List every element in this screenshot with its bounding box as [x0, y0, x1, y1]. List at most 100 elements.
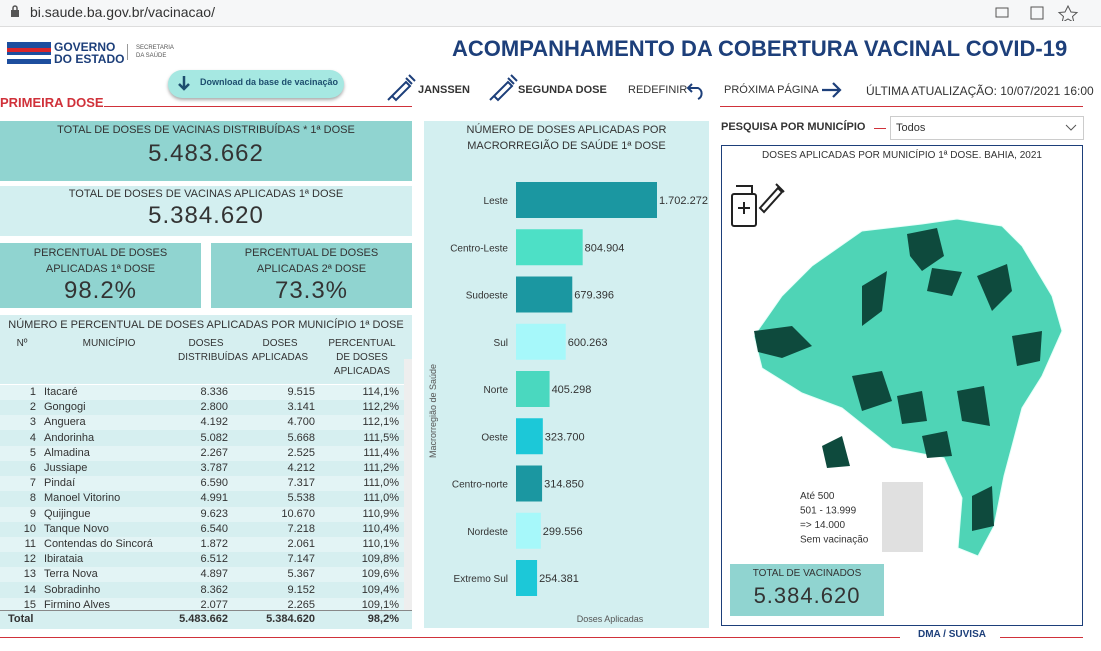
- syringe-icon: [489, 74, 518, 102]
- nav-redefinir[interactable]: REDEFINIR: [628, 84, 688, 96]
- column-header: PERCENTUAL DE DOSES APLICADAS: [328, 338, 396, 377]
- download-button[interactable]: Download da base de vacinação: [168, 70, 344, 98]
- legend-box: [882, 482, 923, 552]
- table-cell: Terra Nova: [44, 568, 98, 581]
- last-update: ÚLTIMA ATUALIZAÇÃO: 10/07/2021 16:00: [866, 84, 1094, 98]
- next-icon: [822, 82, 842, 98]
- table-cell: Almadina: [44, 446, 90, 459]
- legend-label: Sem vacinação: [800, 535, 869, 546]
- url[interactable]: bi.saude.ba.gov.br/vacinacao/: [30, 4, 215, 20]
- bar: [516, 229, 583, 266]
- table-cell: 8: [29, 492, 36, 505]
- table-cell: Tanque Novo: [44, 522, 109, 535]
- municipality-dropdown[interactable]: Todos: [890, 116, 1084, 140]
- table-cell: 110,4%: [362, 522, 400, 535]
- table-cell: 6.590: [200, 477, 228, 490]
- table-cell: 4: [29, 431, 36, 444]
- value-label: 1.702.272: [659, 195, 708, 207]
- nav-segunda-dose[interactable]: SEGUNDA DOSE: [518, 84, 607, 96]
- nav-proxima-pagina[interactable]: PRÓXIMA PÁGINA: [724, 84, 819, 96]
- row-stripe: [0, 567, 404, 583]
- kpi-card: TOTAL DE DOSES DE VACINAS APLICADAS 1ª D…: [0, 186, 412, 236]
- total-card: TOTAL DE VACINADOS 5.384.620: [730, 564, 884, 616]
- table-cell: 13: [23, 568, 36, 581]
- table-cell: 2.800: [200, 401, 228, 414]
- nav-janssen[interactable]: JANSSEN: [418, 84, 470, 96]
- row-stripe: [0, 537, 404, 552]
- table-cell: 9.515: [287, 386, 315, 398]
- bar: [516, 371, 550, 407]
- category-label: Centro-norte: [452, 480, 509, 491]
- table-cell: 5.367: [287, 568, 315, 581]
- logo-sub-line: DA SAÚDE: [136, 53, 167, 59]
- table-cell: 9.152: [287, 583, 315, 596]
- table-cell: 112,2%: [362, 401, 400, 414]
- table-cell: 7: [29, 477, 36, 490]
- kpi-value: 5.483.662: [148, 140, 264, 167]
- table-cell: Quijingue: [44, 507, 91, 520]
- table-cell: 10: [23, 522, 36, 535]
- table-cell: 3: [29, 416, 36, 429]
- header-rule: [0, 384, 404, 385]
- filter-line: [874, 128, 886, 129]
- section-title: PRIMEIRA DOSE: [0, 95, 104, 110]
- download-label: Download da base de vacinação: [200, 77, 339, 87]
- x-axis-label: Doses Aplicadas: [577, 614, 644, 624]
- category-label: Leste: [484, 196, 509, 207]
- table-cell: 111,4%: [363, 446, 399, 459]
- row-stripe: [0, 476, 404, 492]
- municipality-table: NÚMERO E PERCENTUAL DE DOSES APLICADAS P…: [0, 315, 412, 629]
- table-cell: 2.265: [287, 598, 315, 611]
- logo-sub: SECRETARIA DA SAÚDE: [127, 44, 174, 60]
- bar: [516, 512, 541, 549]
- value-label: 299.556: [543, 526, 583, 538]
- kpi-value: 73.3%: [274, 277, 349, 304]
- value-label: 679.396: [574, 290, 614, 302]
- table-cell: Manoel Vitorino: [44, 492, 121, 505]
- value-label: 804.904: [585, 242, 625, 254]
- logo-line: GOVERNO: [54, 40, 116, 54]
- kpi-card: PERCENTUAL DE DOSES APLICADAS 2ª DOSE 73.…: [211, 243, 412, 308]
- footer-line: [1000, 637, 1083, 638]
- table-cell: 7.218: [287, 522, 315, 535]
- section-line: [104, 106, 412, 107]
- category-label: Sudoeste: [466, 291, 509, 302]
- legend-label: 501 - 13.999: [800, 506, 857, 517]
- logo-flag: [7, 42, 51, 64]
- total-label: TOTAL DE VACINADOS: [752, 568, 862, 579]
- row-stripe: [0, 445, 404, 461]
- table-cell: 6.540: [200, 522, 228, 535]
- kpi-value: 98.2%: [63, 277, 138, 304]
- logo-line: DO ESTADO: [54, 52, 125, 66]
- y-axis-label: Macrorregião de Saúde: [428, 364, 438, 458]
- filter-label: PESQUISA POR MUNICÍPIO: [721, 121, 866, 133]
- category-label: Sul: [494, 338, 508, 349]
- table-cell: 15: [23, 598, 36, 611]
- footer-text: DMA / SUVISA: [918, 629, 986, 640]
- kpi-card: TOTAL DE DOSES DE VACINAS DISTRIBUÍDAS *…: [0, 121, 412, 181]
- table-cell: 12: [23, 553, 36, 566]
- table-cell: 10.670: [281, 507, 315, 520]
- table-cell: 5: [29, 446, 36, 459]
- table-cell: Gongogi: [44, 401, 86, 414]
- bar: [516, 465, 543, 502]
- table-cell: Andorinha: [44, 431, 95, 444]
- kpi-label: PERCENTUAL DE DOSES APLICADAS 1ª DOSE: [33, 247, 168, 275]
- legend-label: Até 500: [800, 491, 835, 502]
- table-cell: 4.897: [200, 568, 228, 581]
- kpi-label: PERCENTUAL DE DOSES APLICADAS 2ª DOSE: [244, 247, 379, 275]
- table-cell: 8.362: [200, 583, 228, 596]
- column-header: DOSES DISTRIBUÍDAS: [178, 338, 249, 363]
- total-cell: 5.483.662: [179, 613, 228, 625]
- category-label: Centro-Leste: [450, 243, 508, 254]
- table-cell: 7.317: [287, 477, 315, 490]
- kpi-label: TOTAL DE DOSES DE VACINAS APLICADAS 1ª D…: [68, 188, 344, 200]
- value-label: 314.850: [544, 479, 584, 491]
- legend-label: => 14.000: [800, 520, 845, 531]
- table-cell: Itacaré: [44, 386, 78, 398]
- table-cell: 6: [29, 462, 36, 474]
- kpi-value: 5.384.620: [148, 202, 264, 229]
- table-cell: 9.623: [200, 507, 228, 520]
- row-stripe: [0, 597, 404, 613]
- syringe-icon: [387, 74, 416, 102]
